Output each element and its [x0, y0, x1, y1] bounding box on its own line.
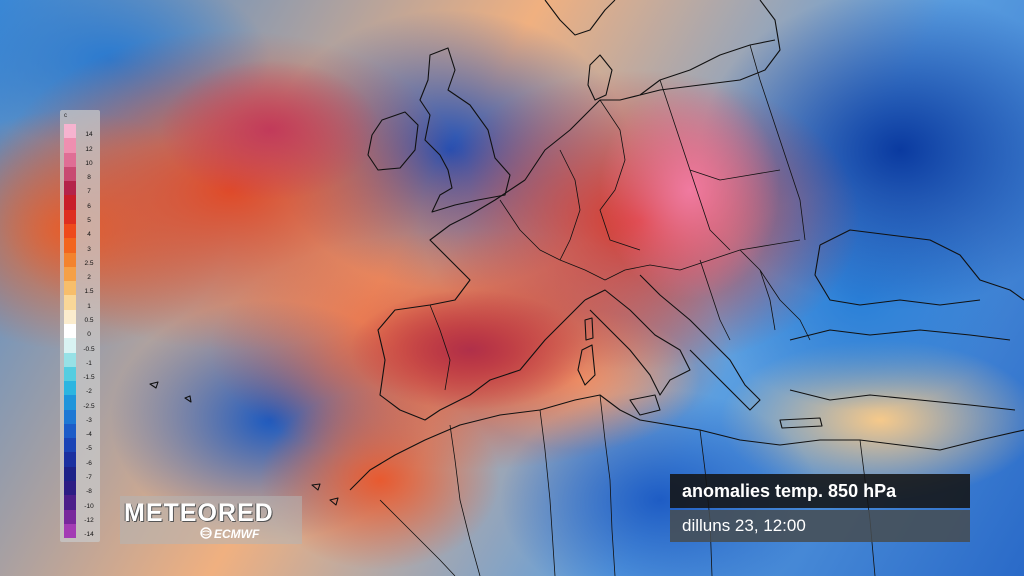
legend-swatch	[64, 509, 76, 524]
legend-swatch	[64, 423, 76, 439]
legend-swatch	[64, 366, 76, 382]
map-title-caption: anomalies temp. 850 hPa	[670, 474, 970, 508]
legend-swatch	[64, 238, 76, 253]
ireland-coast	[367, 111, 419, 171]
legend-swatch	[64, 495, 76, 510]
data-provider-label: ECMWF	[214, 527, 260, 541]
legend-tick-labels: 14 12 10 8 7 6 5 4 3 2.5 2 1.5 1 0.5 0 -0.5 -1 -1.5 -2 -2.5…	[78, 124, 100, 538]
legend-swatch	[64, 395, 76, 410]
legend-tick: -1.5	[83, 374, 95, 382]
legend-tick: -14	[84, 531, 94, 539]
legend-tick: 12	[85, 145, 93, 153]
legend-tick: -12	[84, 516, 94, 524]
legend-tick: 14	[85, 131, 93, 139]
legend-tick: 0	[87, 331, 91, 339]
legend-swatch	[64, 323, 76, 339]
corsica-coast	[584, 317, 594, 341]
legend-tick: 4	[87, 231, 91, 239]
legend-swatch	[64, 266, 76, 282]
legend-swatch	[64, 338, 76, 353]
legend-tick: -5	[86, 445, 92, 453]
legend-tick: 0.5	[84, 316, 94, 324]
legend-color-bar	[64, 124, 76, 539]
legend-tick: 3	[87, 245, 91, 253]
legend-swatch	[64, 252, 76, 267]
sicily-coast	[629, 394, 661, 416]
legend-swatch	[64, 523, 76, 539]
europe-coast	[377, 39, 776, 421]
legend-tick: 2	[87, 274, 91, 282]
legend-swatch	[64, 138, 76, 153]
legend-swatch	[64, 352, 76, 367]
legend-tick: -3	[86, 416, 92, 424]
balkans-coast	[639, 274, 761, 411]
sardinia-coast	[577, 344, 596, 386]
legend-swatch	[64, 438, 76, 453]
legend-panel: c 14 12 10 8 7 6 5 4 3 2.5 2 1.5 1 0.5 0 -0.5 -1 -1.5 -2 -2…	[60, 110, 100, 542]
crete-coast	[779, 417, 823, 429]
legend-swatch	[64, 281, 76, 296]
legend-tick: 6	[87, 202, 91, 210]
brand-name: METEORED	[124, 499, 274, 527]
legend-tick: 8	[87, 174, 91, 182]
legend-swatch	[64, 481, 76, 496]
legend-swatch	[64, 409, 76, 424]
legend-swatch	[64, 195, 76, 210]
legend-swatch	[64, 452, 76, 467]
legend-swatch	[64, 152, 76, 167]
legend-tick: 5	[87, 216, 91, 224]
legend-swatch	[64, 166, 76, 182]
turkey-coast	[789, 329, 1016, 411]
legend-tick: -1	[86, 359, 92, 367]
legend-swatch	[64, 295, 76, 310]
ecmwf-globe-icon	[200, 527, 212, 539]
legend-swatch	[64, 181, 76, 196]
great-britain-coast	[419, 47, 511, 213]
scandinavia-coast	[544, 0, 616, 36]
legend-swatch	[64, 124, 76, 139]
denmark-coast	[587, 54, 613, 101]
atlantic-islands	[149, 381, 339, 506]
legend-tick: -4	[86, 431, 92, 439]
legend-tick: -6	[86, 459, 92, 467]
legend-tick: -0.5	[83, 345, 95, 353]
meteored-logo: METEORED ECMWF	[120, 496, 302, 544]
legend-unit-label: c	[64, 113, 67, 119]
legend-tick: -8	[86, 488, 92, 496]
italy-coast	[584, 289, 691, 396]
legend-swatch	[64, 309, 76, 324]
legend-swatch	[64, 223, 76, 239]
legend-swatch	[64, 466, 76, 482]
north-africa-coast	[349, 394, 1024, 491]
legend-swatch	[64, 381, 76, 396]
legend-tick: -2.5	[83, 402, 95, 410]
legend-tick: -10	[84, 502, 94, 510]
legend-tick: 2.5	[84, 259, 94, 267]
black-sea-coast	[814, 229, 1024, 306]
map-time-caption: dilluns 23, 12:00	[670, 510, 970, 542]
legend-tick: 1	[87, 302, 91, 310]
baltic-coast	[639, 0, 781, 96]
legend-tick: -2	[86, 388, 92, 396]
legend-tick: 1.5	[84, 288, 94, 296]
legend-tick: 10	[85, 159, 93, 167]
legend-swatch	[64, 209, 76, 224]
legend-tick: 7	[87, 188, 91, 196]
legend-tick: -7	[86, 474, 92, 482]
